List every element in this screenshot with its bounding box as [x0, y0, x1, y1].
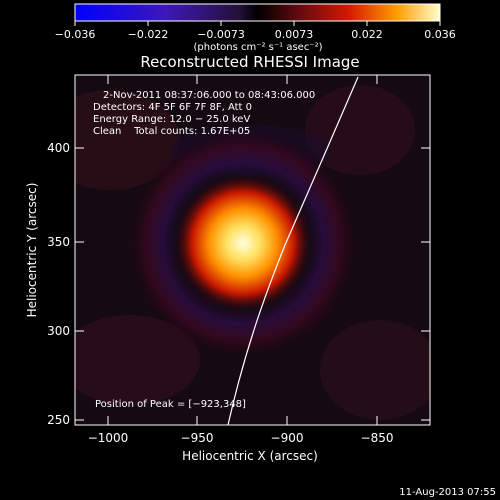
y-axis-label: Heliocentric Y (arcsec)	[25, 183, 39, 318]
flare-source	[175, 175, 311, 311]
colorbar-tick-label-2: −0.0073	[197, 28, 245, 41]
info-clean-counts: Clean Total counts: 1.67E+05	[93, 126, 250, 137]
colorbar-tick-label-1: −0.022	[128, 28, 169, 41]
y-axis-ticks	[75, 147, 430, 421]
x-axis-ticks	[107, 75, 378, 425]
colorbar-ticks	[74, 21, 441, 26]
rhessi-image	[75, 75, 430, 425]
y-tick-label-2: 350	[47, 235, 70, 249]
colorbar-tick-label-3: 0.0073	[275, 28, 314, 41]
info-detectors: Detectors: 4F 5F 6F 7F 8F, Att 0	[93, 102, 252, 113]
x-tick-label-2: −900	[271, 431, 304, 445]
colorbar-tick-label-4: 0.022	[351, 28, 383, 41]
x-tick-label-1: −950	[181, 431, 214, 445]
colorbar-unit-label: (photons cm⁻² s⁻¹ asec⁻²)	[193, 42, 322, 53]
info-energy-range: Energy Range: 12.0 − 25.0 keV	[93, 114, 250, 125]
solar-limb-curve	[227, 76, 359, 425]
footer-timestamp: 11-Aug-2013 07:55	[399, 487, 496, 498]
plot-title: Reconstructed RHESSI Image	[140, 53, 359, 71]
plot-frame	[74, 74, 431, 426]
info-time-range: 2-Nov-2011 08:37:06.000 to 08:43:06.000	[103, 90, 315, 101]
peak-position-label: Position of Peak = [−923,348]	[95, 399, 246, 410]
y-tick-label-3: 400	[47, 141, 70, 155]
colorbar-tick-label-5: 0.036	[424, 28, 456, 41]
colorbar	[74, 3, 441, 22]
x-tick-label-3: −850	[361, 431, 394, 445]
x-tick-label-0: −1000	[88, 431, 129, 445]
colorbar-tick-label-0: −0.036	[55, 28, 96, 41]
x-axis-label: Heliocentric X (arcsec)	[182, 449, 318, 463]
y-tick-label-0: 250	[47, 413, 70, 427]
y-tick-label-1: 300	[47, 324, 70, 338]
